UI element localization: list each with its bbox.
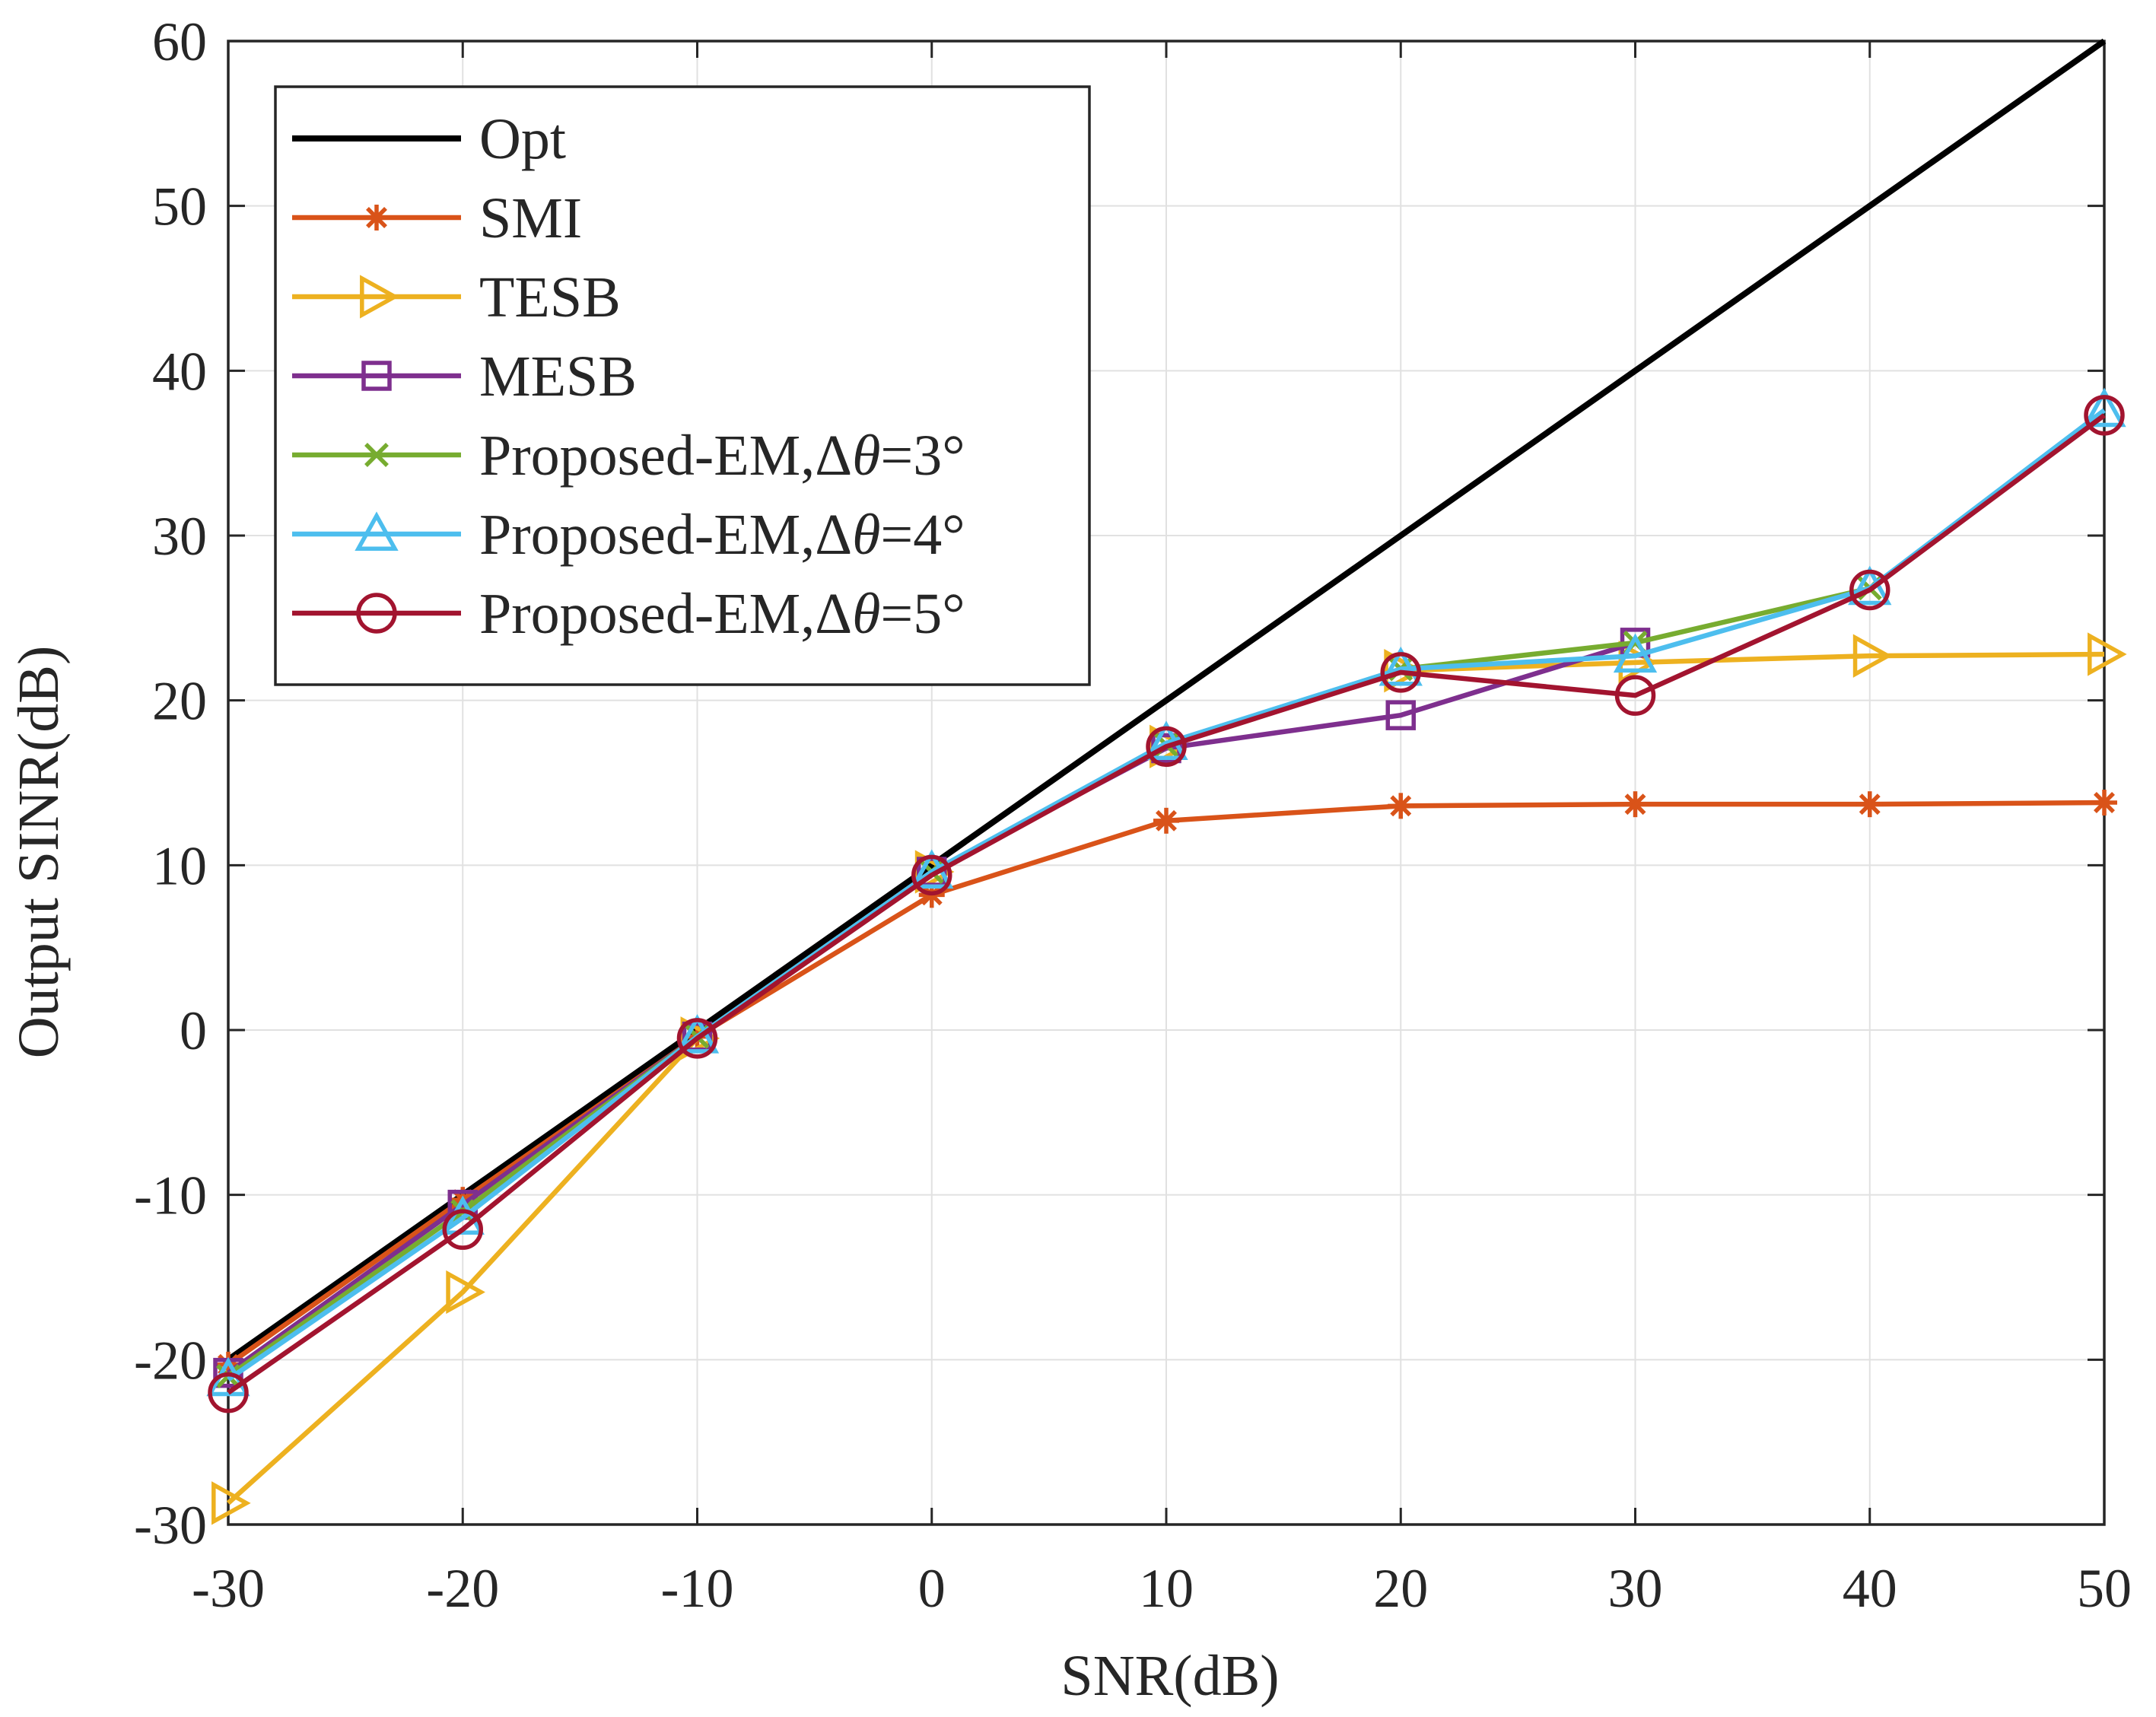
- data-point: [2091, 790, 2117, 816]
- legend-label: TESB: [479, 265, 621, 329]
- legend-marker: [364, 205, 390, 231]
- data-point: [1380, 652, 1421, 693]
- y-tick-label: -10: [134, 1165, 207, 1226]
- legend-item: SMI: [292, 186, 582, 250]
- tick-labels: -30 -20 -10 0 10 20 30 40 50 -30 -20 -10 0 10 20 30 40 50…: [134, 11, 2132, 1619]
- legend-label: Proposed-EM,Δθ=3°: [479, 424, 965, 488]
- data-point: [1384, 648, 1423, 693]
- series-line: [227, 586, 1871, 1378]
- data-point: [440, 1195, 485, 1235]
- x-tick-label: -20: [426, 1558, 499, 1619]
- legend-item: Proposed-EM,Δθ=3°: [292, 424, 965, 488]
- legend-label: Proposed-EM,Δθ=5°: [479, 582, 965, 646]
- series-5: [206, 387, 2126, 1397]
- data-point: [208, 1372, 249, 1413]
- marker-stroke: [366, 207, 387, 228]
- legend: Opt SMI TESB MESB Proposed-EM,Δθ=3° Proposed-…: [274, 85, 1091, 686]
- data-point: [1379, 646, 1423, 686]
- legend-label: Opt: [479, 107, 566, 171]
- marker-stroke: [1624, 793, 1646, 816]
- legend-label: Proposed-EM,Δθ=4°: [479, 503, 965, 567]
- grid: [227, 40, 2105, 1525]
- legend-label: MESB: [479, 345, 637, 409]
- data-point: [1146, 726, 1187, 768]
- legend-marker: [355, 511, 399, 551]
- y-tick-label: 10: [152, 835, 207, 896]
- data-point: [1614, 675, 1656, 716]
- y-tick-label: -30: [134, 1495, 207, 1556]
- data-point: [1848, 565, 1892, 606]
- legend-marker: [364, 443, 389, 467]
- legend-box: [274, 85, 1091, 686]
- legend-item: Proposed-EM,Δθ=4°: [292, 503, 965, 567]
- legend-item: Proposed-EM,Δθ=5°: [292, 582, 965, 646]
- data-point: [211, 1481, 251, 1525]
- y-tick-label: 30: [152, 506, 207, 567]
- series-4: [216, 576, 1882, 1388]
- y-tick-label: 40: [152, 341, 207, 402]
- data-point: [1856, 791, 1883, 818]
- x-tick-label: 10: [1139, 1558, 1194, 1619]
- x-axis-label: SNR(dB): [1061, 1644, 1279, 1708]
- series-6: [208, 395, 2125, 1413]
- series-line: [227, 408, 2106, 1382]
- data-point: [1852, 634, 1893, 678]
- legend-marker: [356, 593, 397, 634]
- marker-stroke: [1859, 793, 1881, 816]
- series-area: [206, 38, 2127, 1525]
- legend-label: SMI: [479, 186, 582, 250]
- legend-item: TESB: [292, 265, 621, 329]
- axes: [227, 40, 2106, 1526]
- series-2: [211, 632, 2127, 1525]
- y-tick-label: -20: [134, 1330, 207, 1391]
- series-line: [226, 38, 2107, 1362]
- data-point: [1388, 793, 1414, 819]
- data-point: [2082, 387, 2126, 428]
- legend-marker: [360, 275, 399, 319]
- data-point: [911, 854, 952, 896]
- data-point: [1849, 569, 1890, 611]
- x-tick-label: -30: [192, 1558, 265, 1619]
- marker-stroke: [1156, 809, 1177, 831]
- x-tick-label: 50: [2077, 1558, 2132, 1619]
- data-point: [1622, 791, 1649, 818]
- y-tick-label: 0: [180, 1000, 207, 1061]
- x-tick-label: 0: [918, 1558, 946, 1619]
- data-point: [2084, 395, 2125, 436]
- x-tick-label: -10: [661, 1558, 734, 1619]
- data-point: [676, 1018, 718, 1059]
- legend-item: Opt: [292, 107, 566, 171]
- y-tick-label: 60: [152, 11, 207, 72]
- series-line: [227, 413, 2106, 1395]
- y-axis-label: Output SINR(dB): [7, 646, 71, 1059]
- data-point: [442, 1209, 483, 1250]
- y-tick-label: 50: [152, 176, 207, 237]
- legend-marker: [361, 361, 392, 391]
- marker-stroke: [2094, 792, 2115, 813]
- x-tick-label: 40: [1843, 1558, 1897, 1619]
- marker-stroke: [364, 443, 389, 467]
- legend-item: MESB: [292, 345, 637, 409]
- data-point: [1153, 807, 1179, 834]
- x-tick-label: 20: [1373, 1558, 1428, 1619]
- data-point: [446, 1270, 485, 1315]
- x-tick-label: 30: [1608, 1558, 1663, 1619]
- marker-stroke: [1390, 795, 1412, 817]
- y-tick-label: 20: [152, 671, 207, 732]
- series-0: [226, 38, 2107, 1362]
- data-point: [2088, 632, 2127, 676]
- data-point: [1385, 700, 1416, 730]
- data-point: [1613, 633, 1658, 673]
